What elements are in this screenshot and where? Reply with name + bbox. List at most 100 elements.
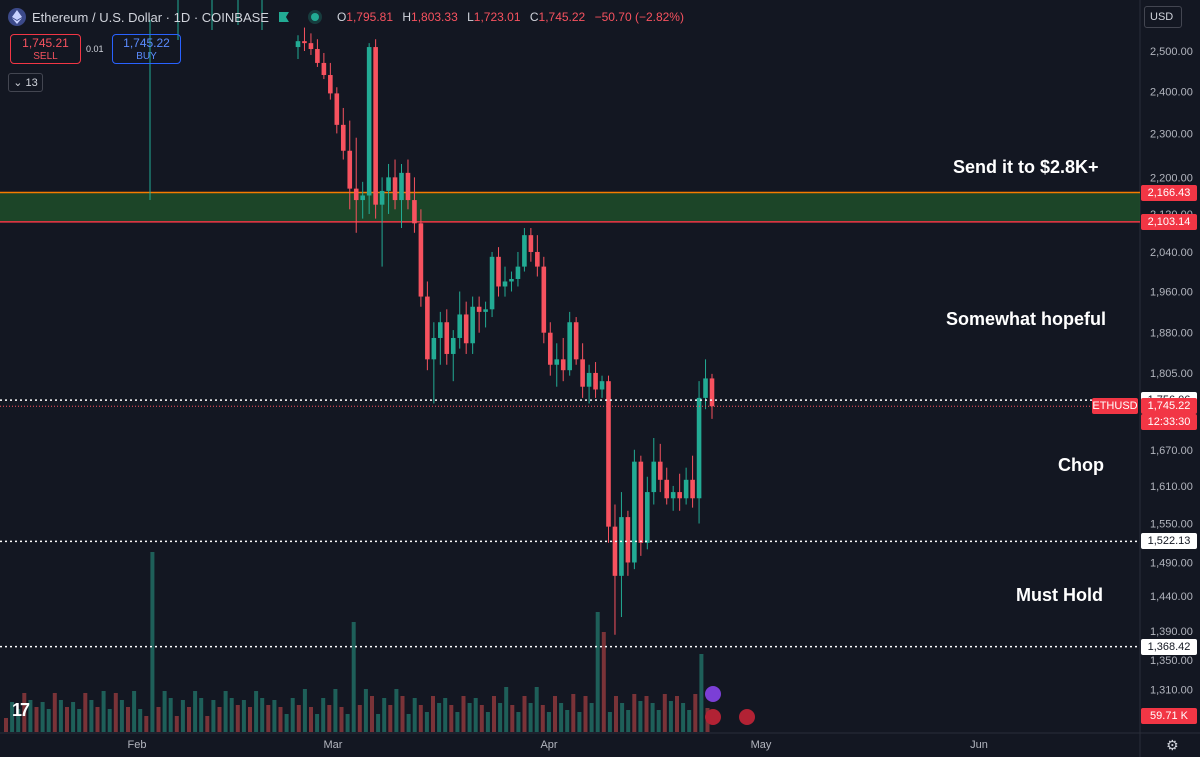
candle-body[interactable] <box>587 373 592 387</box>
candle-body[interactable] <box>567 322 572 370</box>
symbol-title[interactable]: Ethereum / U.S. Dollar · 1D · COINBASE <box>32 10 269 25</box>
candle-body[interactable] <box>684 480 689 498</box>
support-zone[interactable] <box>0 193 1140 222</box>
annotation-must-hold[interactable]: Must Hold <box>1016 585 1103 606</box>
last-price-label: 1,745.22 <box>1141 398 1197 414</box>
candle-body[interactable] <box>367 47 372 195</box>
candle-body[interactable] <box>613 527 618 576</box>
volume-bar <box>645 696 649 732</box>
buy-button[interactable]: 1,745.22 BUY <box>112 34 181 64</box>
candle-body[interactable] <box>451 338 456 354</box>
candle-body[interactable] <box>470 307 475 344</box>
candle-body[interactable] <box>412 200 417 223</box>
candle-body[interactable] <box>593 373 598 390</box>
candle-body[interactable] <box>516 267 521 279</box>
candle-body[interactable] <box>457 314 462 338</box>
candle-body[interactable] <box>658 462 663 480</box>
candle-body[interactable] <box>690 480 695 498</box>
volume-bar <box>437 703 441 732</box>
sell-button[interactable]: 1,745.21 SELL <box>10 34 81 64</box>
currency-selector[interactable]: USD <box>1144 6 1182 28</box>
volume-bar <box>504 687 508 732</box>
candle-body[interactable] <box>580 359 585 386</box>
candle-body[interactable] <box>554 359 559 364</box>
candle-body[interactable] <box>619 517 624 576</box>
candle-body[interactable] <box>535 252 540 267</box>
candle-body[interactable] <box>386 177 391 191</box>
candle-body[interactable] <box>639 462 644 543</box>
candle-body[interactable] <box>697 398 702 498</box>
volume-bar <box>187 707 191 732</box>
candle-body[interactable] <box>503 281 508 286</box>
candle-body[interactable] <box>671 492 676 498</box>
candle-body[interactable] <box>600 381 605 389</box>
candle-body[interactable] <box>561 359 566 370</box>
candle-body[interactable] <box>574 322 579 359</box>
candle-body[interactable] <box>393 177 398 200</box>
candle-body[interactable] <box>542 267 547 333</box>
candle-body[interactable] <box>496 257 501 287</box>
candle-body[interactable] <box>322 63 327 75</box>
candle-body[interactable] <box>296 41 301 47</box>
candle-body[interactable] <box>425 297 430 360</box>
volume-bar <box>211 700 215 732</box>
indicator-count: 13 <box>26 77 38 89</box>
candle-body[interactable] <box>664 480 669 498</box>
candle-body[interactable] <box>606 381 611 526</box>
candle-body[interactable] <box>632 462 637 563</box>
flag-us-icon[interactable] <box>705 709 721 725</box>
indicators-toggle[interactable]: ⌄ 13 <box>8 73 43 92</box>
candle-body[interactable] <box>703 378 708 397</box>
candle-body[interactable] <box>419 223 424 296</box>
gear-icon[interactable]: ⚙ <box>1166 737 1179 754</box>
candle-body[interactable] <box>302 41 307 43</box>
volume-bar <box>346 714 350 732</box>
annotation-send-it[interactable]: Send it to $2.8K+ <box>953 157 1099 178</box>
candle-body[interactable] <box>399 173 404 200</box>
annotation-somewhat-hopeful[interactable]: Somewhat hopeful <box>946 309 1106 330</box>
candle-body[interactable] <box>373 47 378 205</box>
candle-body[interactable] <box>626 517 631 562</box>
candle-body[interactable] <box>490 257 495 309</box>
candle-body[interactable] <box>710 378 715 406</box>
candle-body[interactable] <box>645 492 650 543</box>
market-status-icon[interactable] <box>311 13 319 21</box>
candle-body[interactable] <box>380 191 385 205</box>
candle-body[interactable] <box>477 307 482 312</box>
candle-body[interactable] <box>548 333 553 365</box>
annotation-chop[interactable]: Chop <box>1058 455 1104 476</box>
candle-body[interactable] <box>341 125 346 151</box>
candle-body[interactable] <box>677 492 682 498</box>
volume-bar <box>132 691 136 732</box>
candle-body[interactable] <box>522 235 527 266</box>
candle-body[interactable] <box>444 322 449 354</box>
candle-body[interactable] <box>483 309 488 312</box>
flag-icon[interactable] <box>279 12 289 22</box>
candle-body[interactable] <box>360 195 365 200</box>
candle-body[interactable] <box>529 235 534 252</box>
candle-body[interactable] <box>651 462 656 492</box>
countdown-label: 12:33:30 <box>1141 414 1197 430</box>
candle-body[interactable] <box>315 49 320 63</box>
y-tick-label: 2,300.00 <box>1150 128 1193 140</box>
candle-body[interactable] <box>509 279 514 281</box>
candle-body[interactable] <box>354 189 359 200</box>
event-icon[interactable] <box>705 686 721 702</box>
candle-body[interactable] <box>347 151 352 189</box>
volume-label: 59.71 K <box>1141 708 1197 724</box>
candle-body[interactable] <box>335 93 340 124</box>
volume-bar <box>681 703 685 732</box>
candle-body[interactable] <box>406 173 411 200</box>
candle-body[interactable] <box>309 43 314 49</box>
volume-bar <box>340 707 344 732</box>
flag-us-icon[interactable] <box>739 709 755 725</box>
candle-body[interactable] <box>328 75 333 93</box>
price-change: −50.70 (−2.82%) <box>595 10 684 24</box>
volume-bar <box>327 705 331 732</box>
volume-bar <box>309 707 313 732</box>
candle-body[interactable] <box>432 338 437 359</box>
candle-body[interactable] <box>464 314 469 343</box>
candle-body[interactable] <box>438 322 443 338</box>
tradingview-logo[interactable]: 17 <box>12 700 28 721</box>
